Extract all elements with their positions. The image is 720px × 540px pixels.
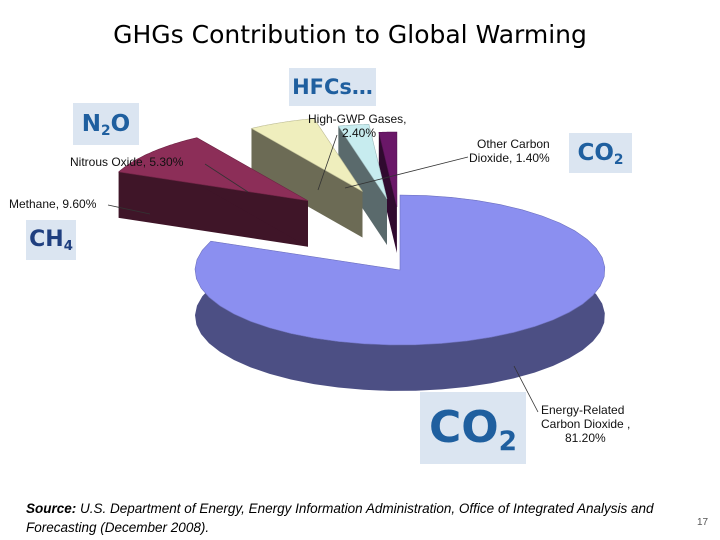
other-co2-label-line1: Other Carbon bbox=[477, 137, 550, 151]
hgwp-label: High-GWP Gases, 2.40% bbox=[308, 112, 406, 140]
pie-slice-face-3-0 bbox=[338, 126, 387, 245]
ch4-badge: CH4 bbox=[26, 220, 76, 260]
energy-co2-label-line1: Energy-Related bbox=[541, 403, 625, 417]
co2-other-badge: CO2 bbox=[569, 133, 632, 173]
co2-energy-badge: CO2 bbox=[420, 392, 526, 464]
n2o-badge-tail: O bbox=[110, 111, 131, 137]
leader-nitrous bbox=[204, 163, 249, 193]
ch4-badge-sub: 4 bbox=[63, 238, 73, 254]
leader-hgwp bbox=[317, 134, 338, 191]
pie-slice-4 bbox=[378, 131, 398, 254]
source-note: Source: U.S. Department of Energy, Energ… bbox=[26, 499, 686, 537]
leader-other-co2 bbox=[344, 156, 469, 189]
pie-slice-2 bbox=[250, 118, 363, 238]
pie-slice-face-1-0 bbox=[118, 171, 308, 247]
co2-energy-badge-sub: 2 bbox=[498, 425, 518, 457]
hgwp-label-line1: High-GWP Gases, bbox=[308, 112, 407, 126]
pie-slice-0 bbox=[194, 194, 606, 391]
pie-slice-top-2 bbox=[250, 118, 363, 192]
nitrous-label: Nitrous Oxide, 5.30% bbox=[70, 155, 184, 169]
co2-other-badge-sub: 2 bbox=[613, 152, 624, 169]
leader-energy bbox=[513, 365, 539, 413]
hfcs-badge: HFCs… bbox=[289, 68, 376, 106]
energy-co2-label-line3: 81.20% bbox=[565, 431, 606, 445]
slide-title: GHGs Contribution to Global Warming bbox=[113, 20, 587, 49]
hgwp-label-line2: 2.40% bbox=[342, 126, 377, 140]
other-co2-label-line2: Dioxide, 1.40% bbox=[469, 151, 550, 165]
n2o-badge: N2O bbox=[73, 103, 139, 145]
pie-slice-face-4-0 bbox=[378, 132, 397, 254]
pie-slice-1 bbox=[118, 137, 309, 247]
source-label: Source: bbox=[26, 501, 77, 516]
n2o-badge-sub: 2 bbox=[101, 123, 111, 140]
pie-slice-top-4 bbox=[378, 131, 398, 208]
page-number: 17 bbox=[697, 517, 709, 528]
other-co2-label: Other Carbon Dioxide, 1.40% bbox=[469, 137, 550, 165]
energy-co2-label-line2: Carbon Dioxide , bbox=[541, 417, 631, 431]
n2o-badge-main: N bbox=[81, 111, 102, 137]
co2-energy-badge-main: CO bbox=[428, 402, 499, 453]
ch4-badge-main: CH bbox=[29, 227, 64, 252]
co2-other-badge-main: CO bbox=[577, 140, 614, 166]
pie-slice-face-2-0 bbox=[251, 128, 363, 238]
energy-co2-label: Energy-Related Carbon Dioxide , 81.20% bbox=[541, 403, 630, 445]
pie-slice-top-0 bbox=[194, 194, 606, 346]
source-text: U.S. Department of Energy, Energy Inform… bbox=[26, 501, 654, 535]
leader-methane bbox=[107, 204, 151, 215]
methane-label: Methane, 9.60% bbox=[9, 197, 97, 211]
